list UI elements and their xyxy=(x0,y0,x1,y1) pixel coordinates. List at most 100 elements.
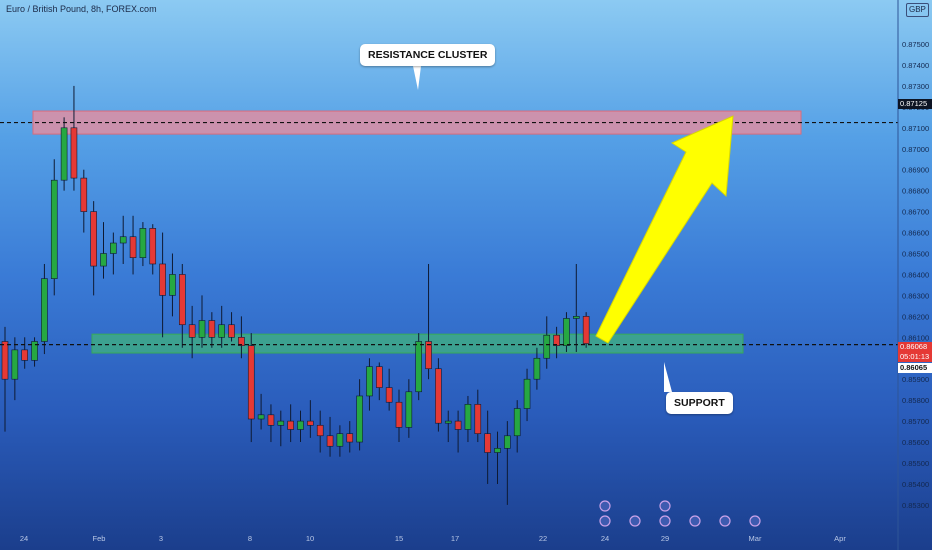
symbol-title: Euro / British Pound, 8h, FOREX.com xyxy=(6,4,157,14)
x-axis-tick-label: 22 xyxy=(539,534,547,543)
candle-down xyxy=(484,433,491,453)
candle-down xyxy=(435,368,442,424)
candle-up xyxy=(504,435,511,449)
current-price-tag: 0.86068 xyxy=(898,342,932,352)
candle-up xyxy=(543,334,551,359)
candle-up xyxy=(139,228,147,258)
candle-down xyxy=(247,345,255,420)
candle-down xyxy=(425,341,432,370)
x-axis-tick-label: 24 xyxy=(20,534,28,543)
candle-down xyxy=(316,424,324,437)
candle-up xyxy=(218,324,225,338)
y-axis-tick-label: 0.87100 xyxy=(902,124,929,133)
candle-up xyxy=(572,316,580,319)
x-axis-tick-label: 24 xyxy=(601,534,609,543)
event-marker-icon xyxy=(749,515,761,527)
candle-down xyxy=(395,401,403,428)
y-axis-tick-label: 0.86300 xyxy=(902,291,929,300)
candle-down xyxy=(375,366,383,388)
candle-up xyxy=(297,420,304,430)
candle-down xyxy=(385,387,393,403)
candle-down xyxy=(159,263,166,296)
resistance-callout-pointer xyxy=(413,66,421,90)
x-axis-tick-label: Feb xyxy=(93,534,106,543)
y-axis-tick-label: 0.86500 xyxy=(902,250,929,259)
y-axis-tick-label: 0.86600 xyxy=(902,229,929,238)
candle-up xyxy=(277,420,285,426)
event-marker-icon xyxy=(719,515,731,527)
candle-up xyxy=(464,404,472,430)
candle-down xyxy=(149,228,157,265)
candle-down xyxy=(129,236,137,258)
candle-down xyxy=(474,404,482,434)
y-axis-tick-label: 0.86100 xyxy=(902,333,929,342)
candle-up xyxy=(533,357,541,380)
y-axis-tick-label: 0.87300 xyxy=(902,82,929,91)
candle-down xyxy=(188,324,196,338)
y-axis-tick-label: 0.85700 xyxy=(902,417,929,426)
event-marker-icon xyxy=(689,515,701,527)
candle-down xyxy=(1,341,9,380)
support-callout: SUPPORT xyxy=(666,392,733,414)
y-axis-tick-label: 0.85400 xyxy=(902,480,929,489)
candle-up xyxy=(119,236,127,244)
y-axis-tick-label: 0.85600 xyxy=(902,438,929,447)
candle-up xyxy=(563,318,570,346)
event-marker-icon xyxy=(659,515,671,527)
y-axis-tick-label: 0.85900 xyxy=(902,375,929,384)
candle-up xyxy=(50,179,58,279)
x-axis-tick-label: 8 xyxy=(248,534,252,543)
candle-up xyxy=(444,420,452,424)
y-axis-tick-label: 0.85500 xyxy=(902,459,929,468)
candle-down xyxy=(307,420,314,426)
candle-up xyxy=(100,253,107,267)
event-marker-icon xyxy=(629,515,641,527)
y-axis-tick-label: 0.85800 xyxy=(902,396,929,405)
candle-up xyxy=(405,391,413,428)
currency-badge[interactable]: GBP xyxy=(906,3,929,17)
candle-down xyxy=(179,274,186,326)
candle-up xyxy=(11,349,19,380)
candle-down xyxy=(208,320,216,338)
y-axis-tick-label: 0.86400 xyxy=(902,270,929,279)
candle-down xyxy=(21,349,29,361)
event-marker-icon xyxy=(599,515,611,527)
candle-up xyxy=(415,341,423,393)
x-axis-tick-label: 15 xyxy=(395,534,403,543)
candle-up xyxy=(366,366,373,397)
x-axis-tick-label: 29 xyxy=(661,534,669,543)
candle-down xyxy=(80,177,88,212)
y-axis-tick-label: 0.86700 xyxy=(902,208,929,217)
y-axis-tick-label: 0.86800 xyxy=(902,187,929,196)
candle-up xyxy=(60,127,68,181)
candle-down xyxy=(287,420,294,430)
support-callout-pointer xyxy=(664,362,672,392)
y-axis-tick-label: 0.87500 xyxy=(902,40,929,49)
candle-up xyxy=(169,274,176,296)
candle-down xyxy=(90,211,97,267)
candle-up xyxy=(523,378,531,409)
candle-down xyxy=(326,435,334,447)
candle-up xyxy=(31,341,38,361)
candle-down xyxy=(582,316,590,344)
candle-down xyxy=(454,420,462,430)
y-axis-tick-label: 0.85300 xyxy=(902,501,929,510)
candle-up xyxy=(336,433,344,447)
candle-down xyxy=(70,127,78,179)
candle-up xyxy=(41,278,48,342)
candle-up xyxy=(257,414,265,420)
candle-down xyxy=(267,414,275,426)
candle-up xyxy=(198,320,206,338)
projection-arrow xyxy=(595,115,734,344)
candle-up xyxy=(513,408,521,437)
y-axis-tick-label: 0.86900 xyxy=(902,166,929,175)
x-axis-tick-label: 3 xyxy=(159,534,163,543)
event-marker-icon xyxy=(599,500,611,512)
y-axis-tick-label: 0.87000 xyxy=(902,145,929,154)
x-axis-tick-label: 10 xyxy=(306,534,314,543)
support-price-tag: 0.86065 xyxy=(898,363,932,373)
candle-down xyxy=(238,336,245,346)
candle-down xyxy=(346,433,354,443)
x-axis-tick-label: Apr xyxy=(834,534,846,543)
